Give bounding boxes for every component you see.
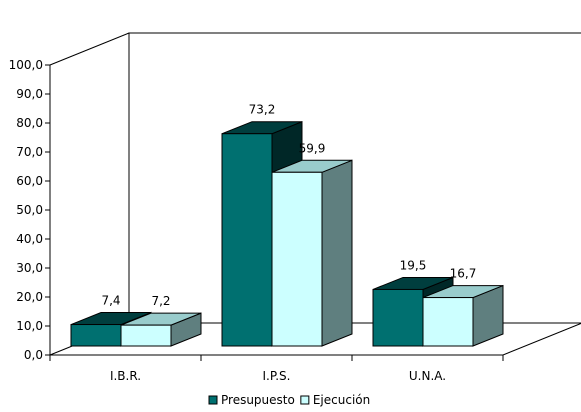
y-tick-label: 100,0 <box>9 58 43 72</box>
bar-front <box>70 324 122 347</box>
data-label: 73,2 <box>249 103 276 117</box>
legend-label: Ejecución <box>313 393 370 407</box>
legend-swatch <box>300 395 310 405</box>
bar-ejecución: 16,7 <box>422 267 504 347</box>
y-tick-label: 40,0 <box>16 232 43 246</box>
y-tick-label: 0,0 <box>24 348 43 362</box>
bar-front <box>120 324 172 347</box>
data-label: 59,9 <box>299 141 326 155</box>
data-label: 7,4 <box>101 294 120 308</box>
y-tick-label: 70,0 <box>16 145 43 159</box>
category-label: I.P.S. <box>263 369 291 383</box>
bar-side <box>321 159 353 347</box>
bars: 7,4 7,2 73,2 59,9 19,5 16,7 <box>70 103 504 347</box>
data-label: 19,5 <box>400 258 427 272</box>
y-tick-label: 10,0 <box>16 319 43 333</box>
y-tick-label: 80,0 <box>16 116 43 130</box>
y-axis: 0,0 10,0 20,0 30,0 40,0 50,0 60,0 70,0 80,0 90,0 1… <box>9 58 51 362</box>
bar-front <box>271 171 323 347</box>
y-tick-label: 60,0 <box>16 174 43 188</box>
bar-front <box>372 288 424 347</box>
data-label: 7,2 <box>151 294 170 308</box>
y-tick-label: 50,0 <box>16 203 43 217</box>
back-wall <box>128 32 581 323</box>
legend-swatch <box>208 395 218 405</box>
legend-label: Presupuesto <box>221 393 295 407</box>
data-label: 16,7 <box>450 267 477 281</box>
y-tick-label: 20,0 <box>16 290 43 304</box>
legend: Presupuesto Ejecución <box>208 393 370 407</box>
category-label: I.B.R. <box>110 369 141 383</box>
bar-ejecución: 59,9 <box>271 141 353 347</box>
category-label: U.N.A. <box>409 369 446 383</box>
y-tick-label: 30,0 <box>16 261 43 275</box>
bar-front <box>422 297 474 347</box>
x-axis: I.B.R. I.P.S. U.N.A. <box>49 355 504 383</box>
side-wall-edge <box>49 32 130 66</box>
y-tick-label: 90,0 <box>16 87 43 101</box>
bar-ejecución: 7,2 <box>120 294 202 347</box>
bar-front <box>221 133 273 347</box>
